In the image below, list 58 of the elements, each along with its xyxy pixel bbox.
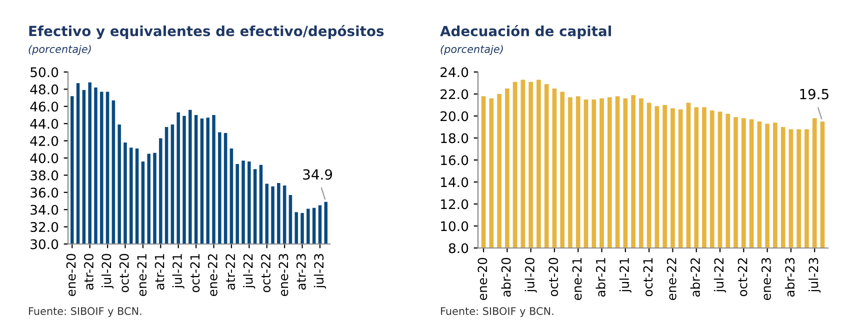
x-tick-label: ene-22: [666, 258, 676, 300]
x-tick-label: jul-22: [243, 254, 256, 289]
chart-subtitle: (porcentaje): [440, 44, 503, 56]
chart-title: Efectivo y equivalentes de efectivo/depósitos: [29, 24, 384, 40]
x-tick-label: jul-21: [172, 254, 184, 289]
data-label: 34.9: [303, 169, 332, 180]
y-tick-label: 8.0: [448, 243, 468, 254]
x-tick-label: ene-23: [278, 254, 288, 296]
y-tick-label: 16.0: [441, 155, 468, 166]
y-tick-label: 40.0: [30, 153, 58, 164]
x-tick-label: jul-21: [619, 258, 632, 293]
y-tick-label: 30.0: [30, 239, 58, 250]
y-tick-label: 44.0: [30, 118, 58, 129]
x-tick-label: ene-20: [478, 258, 488, 300]
x-tick-label: oct-21: [643, 258, 653, 296]
x-tick-label: abr-21: [596, 258, 606, 297]
y-tick-label: 42.0: [30, 136, 58, 146]
x-tick-label: ene-20: [66, 254, 76, 296]
chart-title: Adecuación de capital: [440, 25, 611, 39]
x-tick-label: abr-22: [690, 258, 700, 297]
y-tick-label: 24.0: [440, 67, 468, 78]
x-tick-label: oct-20: [119, 254, 129, 292]
x-tick-label: jul-23: [314, 254, 326, 289]
y-tick-label: 14.0: [441, 177, 468, 188]
source-note: Fuente: SIBOIF y BCN.: [441, 307, 554, 318]
x-tick-label: atr-22: [226, 254, 236, 290]
x-tick-label: ene-23: [761, 258, 771, 300]
x-tick-label: abr-23: [784, 258, 795, 297]
x-tick-label: atr-21: [154, 254, 164, 290]
x-tick-label: abr-20: [501, 258, 511, 297]
y-tick-label: 46.0: [30, 102, 58, 112]
x-tick-label: jul-20: [524, 258, 537, 293]
chart-subtitle: (porcentaje): [28, 44, 91, 56]
y-tick-label: 10.0: [441, 221, 468, 232]
x-tick-label: oct-22: [261, 254, 270, 292]
y-tick-label: 38.0: [30, 170, 58, 180]
x-tick-label: jul-22: [714, 258, 726, 293]
x-tick-label: atr-20: [84, 254, 94, 290]
y-tick-label: 50.0: [30, 67, 58, 78]
y-tick-label: 12.0: [441, 199, 468, 210]
x-tick-label: oct-21: [190, 254, 200, 292]
data-label: 19.5: [800, 88, 828, 100]
y-tick-label: 36.0: [30, 188, 58, 198]
y-tick-label: 20.0: [440, 111, 468, 122]
x-tick-label: ene-21: [572, 258, 582, 300]
x-tick-label: ene-22: [208, 254, 218, 296]
x-tick-label: ene-21: [137, 254, 147, 296]
x-tick-label: oct-22: [738, 258, 748, 296]
x-tick-label: atr-23: [296, 254, 306, 290]
y-tick-label: 32.0: [30, 222, 58, 232]
y-tick-label: 48.0: [30, 84, 58, 94]
source-note: Fuente: SIBOIF y BCN.: [29, 307, 142, 318]
y-tick-label: 22.0: [440, 89, 468, 100]
x-tick-label: jul-20: [101, 254, 114, 289]
x-tick-label: oct-20: [548, 258, 558, 296]
y-tick-label: 34.0: [30, 204, 58, 215]
y-tick-label: 18.0: [441, 133, 468, 144]
x-tick-label: jul-23: [808, 258, 821, 293]
